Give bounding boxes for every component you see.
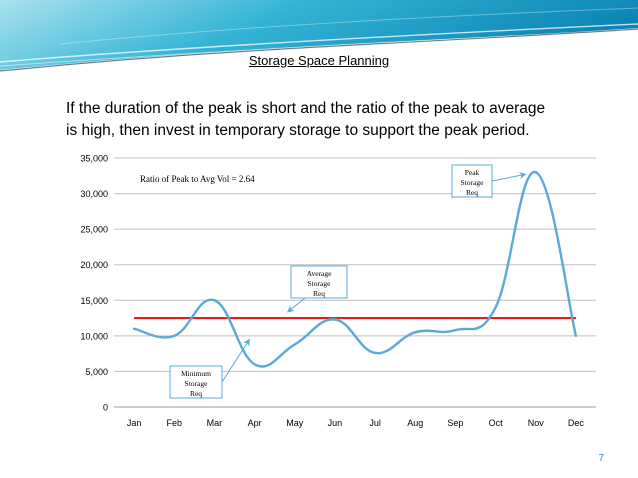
x-tick-label: Jan (127, 418, 142, 428)
minimum-callout-text: Req (190, 389, 202, 398)
header-wave-banner (0, 0, 638, 72)
storage-volume-line (133, 171, 578, 368)
x-tick-label: Oct (489, 418, 504, 428)
data-point-jan (132, 327, 136, 330)
data-point-nov (534, 171, 537, 174)
peak-callout-text: Storage (461, 178, 485, 187)
peak-callout-text: Req (466, 188, 478, 197)
banner-edge-line (0, 28, 638, 72)
x-tick-label: Sep (447, 418, 463, 428)
average-callout-box (290, 265, 348, 299)
average-callout-arrow (287, 297, 306, 313)
data-point-sep (454, 328, 457, 332)
x-tick-label: Apr (248, 418, 262, 428)
y-tick-label: 25,000 (80, 225, 108, 235)
y-tick-label: 10,000 (80, 331, 108, 341)
peak-callout-arrow (491, 172, 527, 182)
banner-wave-line-3 (59, 7, 638, 45)
minimum-callout-arrow (221, 338, 251, 383)
y-tick-label: 20,000 (80, 260, 108, 270)
minimum-callout-text: Minimum (181, 369, 211, 378)
x-tick-label: Mar (207, 418, 223, 428)
data-point-oct (494, 306, 497, 309)
data-point-dec (574, 334, 578, 338)
banner-fill (0, 0, 638, 70)
slide-body-text: If the duration of the peak is short and… (66, 98, 626, 142)
average-callout-text: Storage (308, 279, 332, 288)
data-point-may (293, 343, 296, 346)
data-point-apr (253, 363, 256, 366)
x-tick-label: May (286, 418, 304, 428)
body-line-2: is high, then invest in temporary storag… (66, 122, 530, 139)
peak-callout-text: Peak (465, 168, 480, 177)
body-line-1: If the duration of the peak is short and… (66, 100, 546, 117)
y-tick-label: 35,000 (80, 154, 108, 164)
banner-wave-line-1 (0, 23, 638, 63)
ratio-annotation: Ratio of Peak to Avg Vol = 2.64 (140, 174, 255, 184)
y-tick-label: 5,000 (85, 367, 108, 377)
data-point-feb (173, 334, 176, 338)
x-tick-label: Jul (369, 418, 381, 428)
minimum-callout-text: Storage (185, 379, 209, 388)
x-tick-label: Jun (328, 418, 343, 428)
data-point-jul (373, 351, 377, 355)
y-tick-label: 30,000 (80, 189, 108, 199)
data-point-mar (213, 299, 216, 302)
y-tick-label: 15,000 (80, 296, 108, 306)
data-point-jun (333, 318, 337, 321)
average-callout-text: Req (313, 289, 325, 298)
data-point-aug (414, 331, 417, 334)
page-number: 7 (598, 453, 604, 464)
x-tick-label: Nov (528, 418, 545, 428)
x-tick-label: Aug (407, 418, 423, 428)
x-tick-label: Dec (568, 418, 585, 428)
y-tick-label: 0 (103, 403, 108, 413)
x-tick-label: Feb (166, 418, 182, 428)
average-callout-text: Average (307, 269, 333, 278)
slide-title: Storage Space Planning (248, 53, 390, 68)
